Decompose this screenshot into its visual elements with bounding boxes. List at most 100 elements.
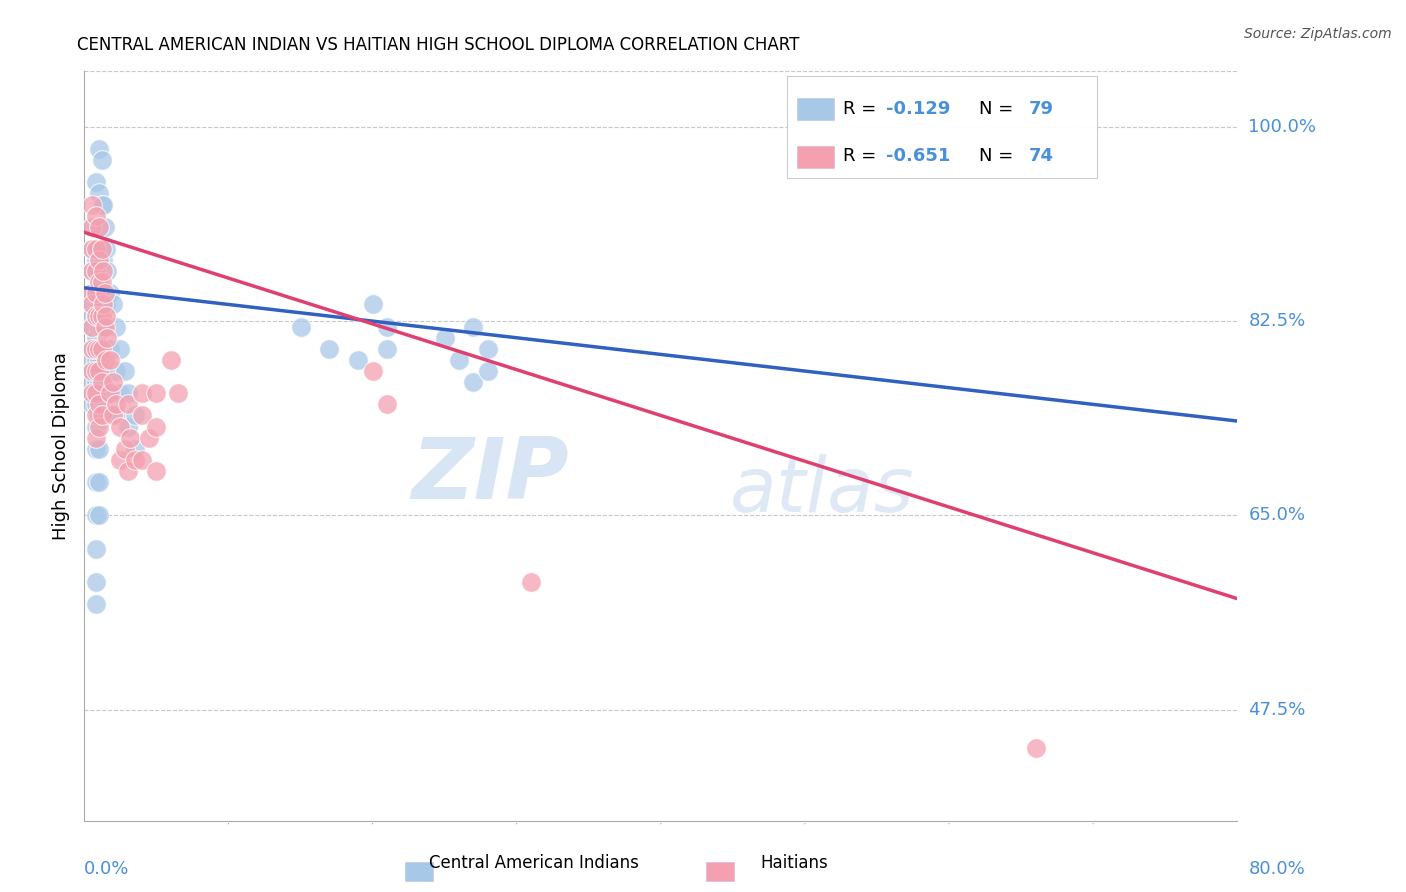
- Point: [124, 409, 146, 423]
- Point: [84, 309, 107, 323]
- Point: [110, 342, 132, 356]
- Point: [90, 409, 112, 423]
- Point: [80, 364, 103, 378]
- Point: [117, 386, 139, 401]
- Point: [87, 397, 110, 411]
- Point: [87, 364, 110, 378]
- Point: [84, 409, 107, 423]
- Point: [105, 409, 128, 423]
- Point: [361, 364, 384, 378]
- Point: [87, 375, 110, 389]
- Point: [98, 386, 121, 401]
- Point: [84, 419, 107, 434]
- Point: [87, 319, 110, 334]
- Point: [80, 286, 103, 301]
- Point: [87, 419, 110, 434]
- Point: [84, 219, 107, 234]
- Point: [87, 253, 110, 268]
- Point: [90, 319, 112, 334]
- Point: [477, 364, 499, 378]
- Point: [114, 364, 136, 378]
- Point: [290, 319, 312, 334]
- Point: [96, 331, 118, 345]
- Point: [94, 353, 117, 368]
- Point: [84, 331, 107, 345]
- Point: [87, 342, 110, 356]
- Point: [80, 219, 103, 234]
- Point: [98, 386, 121, 401]
- Text: 80.0%: 80.0%: [1249, 860, 1305, 878]
- Y-axis label: High School Diploma: High School Diploma: [52, 352, 70, 540]
- Point: [84, 597, 107, 611]
- Point: [1025, 741, 1047, 756]
- Point: [87, 275, 110, 289]
- Point: [138, 431, 160, 445]
- Text: 79: 79: [1029, 100, 1053, 118]
- Point: [80, 286, 103, 301]
- Text: R =: R =: [844, 100, 882, 118]
- Point: [84, 264, 107, 278]
- Point: [80, 264, 103, 278]
- Point: [84, 442, 107, 456]
- Text: 0.0%: 0.0%: [84, 860, 129, 878]
- Point: [110, 386, 132, 401]
- Point: [84, 353, 107, 368]
- Point: [84, 209, 107, 223]
- Point: [347, 353, 370, 368]
- Point: [87, 353, 110, 368]
- Point: [90, 375, 112, 389]
- Text: -0.129: -0.129: [886, 100, 950, 118]
- Text: Source: ZipAtlas.com: Source: ZipAtlas.com: [1244, 27, 1392, 41]
- Point: [94, 309, 117, 323]
- Bar: [797, 98, 834, 120]
- Text: ZIP: ZIP: [411, 434, 568, 517]
- Point: [375, 342, 398, 356]
- Point: [84, 397, 107, 411]
- Point: [84, 309, 107, 323]
- Point: [80, 219, 103, 234]
- Text: N =: N =: [979, 100, 1019, 118]
- Point: [91, 253, 114, 268]
- Point: [87, 508, 110, 523]
- Point: [98, 353, 121, 368]
- Point: [98, 286, 121, 301]
- Point: [361, 297, 384, 311]
- Point: [160, 353, 183, 368]
- Text: Central American Indians: Central American Indians: [429, 855, 640, 872]
- Point: [80, 197, 103, 211]
- Point: [80, 375, 103, 389]
- Point: [105, 397, 128, 411]
- Point: [105, 364, 128, 378]
- Point: [90, 242, 112, 256]
- Point: [87, 475, 110, 489]
- Point: [117, 464, 139, 478]
- Point: [84, 386, 107, 401]
- Point: [80, 242, 103, 256]
- Point: [80, 364, 103, 378]
- Point: [520, 574, 543, 589]
- Point: [131, 386, 153, 401]
- Point: [117, 397, 139, 411]
- Point: [98, 342, 121, 356]
- Text: CENTRAL AMERICAN INDIAN VS HAITIAN HIGH SCHOOL DIPLOMA CORRELATION CHART: CENTRAL AMERICAN INDIAN VS HAITIAN HIGH …: [77, 36, 800, 54]
- Point: [87, 309, 110, 323]
- Point: [80, 397, 103, 411]
- Point: [463, 375, 485, 389]
- Point: [124, 442, 146, 456]
- Point: [167, 386, 190, 401]
- Bar: [797, 146, 834, 168]
- Point: [114, 442, 136, 456]
- Point: [145, 386, 167, 401]
- Point: [80, 319, 103, 334]
- Point: [87, 409, 110, 423]
- Point: [90, 342, 112, 356]
- Point: [94, 297, 117, 311]
- Text: Haitians: Haitians: [761, 855, 828, 872]
- Point: [94, 242, 117, 256]
- Point: [131, 409, 153, 423]
- Point: [87, 219, 110, 234]
- Point: [120, 431, 142, 445]
- Point: [84, 541, 107, 556]
- Point: [80, 242, 103, 256]
- Text: 65.0%: 65.0%: [1249, 507, 1305, 524]
